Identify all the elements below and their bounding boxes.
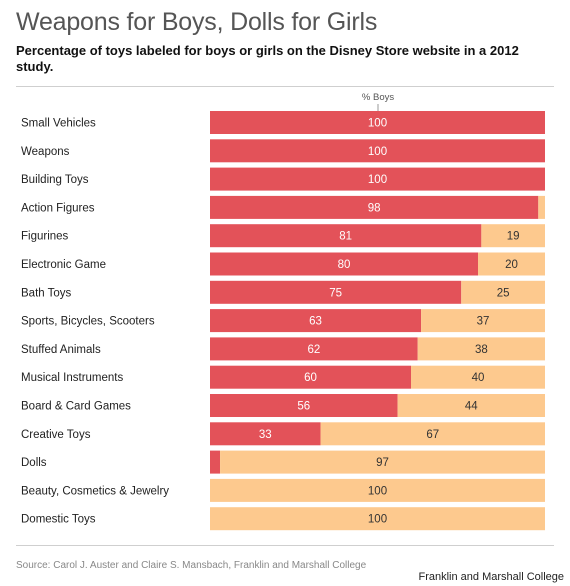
bar-boys — [210, 195, 539, 219]
bar-girls — [320, 422, 545, 446]
data-label-girls: 19 — [507, 231, 520, 243]
data-label-boys: 80 — [338, 259, 351, 271]
data-label-boys: 100 — [368, 146, 387, 158]
bar-boys — [210, 111, 545, 134]
category-label: Small Vehicles — [21, 118, 96, 130]
category-label: Sports, Bicycles, Scooters — [21, 316, 155, 328]
data-label-boys: 81 — [339, 231, 352, 243]
bar-boys — [210, 309, 422, 333]
data-label-girls: 100 — [368, 485, 387, 497]
bar-boys — [210, 252, 478, 276]
source-note: Source: Carol J. Auster and Claire S. Ma… — [16, 560, 367, 571]
data-label-boys: 100 — [368, 118, 387, 130]
data-label-girls: 37 — [477, 316, 490, 328]
data-label-girls: 20 — [505, 259, 518, 271]
category-label: Action Figures — [21, 202, 95, 214]
category-label: Weapons — [21, 146, 70, 158]
category-label: Stuffed Animals — [21, 344, 101, 356]
bar-girls — [481, 224, 545, 248]
category-label: Electronic Game — [21, 259, 106, 271]
category-label: Musical Instruments — [21, 372, 124, 384]
bar-girls — [411, 365, 545, 389]
data-label-boys: 62 — [307, 344, 320, 356]
bar-girls — [421, 309, 545, 333]
chart-subtitle: Percentage of toys labeled for boys or g… — [16, 43, 519, 74]
bar-girls — [210, 507, 545, 531]
category-label: Building Toys — [21, 174, 89, 186]
data-label-boys: 100 — [368, 174, 387, 186]
bar-boys — [210, 365, 411, 389]
data-label-boys: 98 — [368, 202, 381, 214]
data-label-girls: 100 — [368, 514, 387, 526]
bar-girls — [220, 450, 546, 474]
category-label: Dolls — [21, 457, 47, 469]
bar-boys — [210, 337, 418, 361]
bar-girls — [417, 337, 545, 361]
bar-boys — [210, 139, 545, 163]
data-label-girls: 67 — [426, 429, 439, 441]
category-label: Bath Toys — [21, 287, 72, 299]
footer-divider — [16, 545, 554, 546]
bar-boys — [210, 450, 221, 474]
data-label-boys: 63 — [309, 316, 322, 328]
data-label-girls: 38 — [475, 344, 488, 356]
bar-boys — [210, 394, 398, 417]
data-label-boys: 60 — [304, 372, 317, 384]
category-label: Beauty, Cosmetics & Jewelry — [21, 485, 169, 497]
bar-girls — [397, 394, 545, 417]
bar-boys — [210, 167, 545, 191]
category-label: Domestic Toys — [21, 514, 96, 526]
bar-boys — [210, 280, 462, 304]
category-label: Figurines — [21, 231, 69, 243]
data-label-girls: 40 — [472, 372, 485, 384]
bar-girls — [478, 252, 545, 276]
data-label-girls: 44 — [465, 401, 478, 413]
column-label: % Boys — [362, 92, 394, 103]
data-label-boys: 56 — [297, 401, 310, 413]
bar-girls — [210, 478, 545, 502]
bar-girls — [461, 280, 545, 304]
category-label: Board & Card Games — [21, 401, 131, 413]
bar-girls — [538, 195, 545, 219]
category-label: Creative Toys — [21, 429, 91, 441]
data-label-girls: 25 — [497, 287, 510, 299]
bar-boys — [210, 422, 321, 446]
header-divider — [16, 86, 554, 87]
data-label-boys: 33 — [259, 429, 272, 441]
data-label-boys: 75 — [329, 287, 342, 299]
chart-title: Weapons for Boys, Dolls for Girls — [16, 8, 378, 36]
bar-boys — [210, 224, 482, 248]
credit-label: Franklin and Marshall College — [418, 571, 564, 583]
stacked-bar-chart: % Boys Small Vehicles 100 Weapons 100 Buildi… — [21, 92, 546, 531]
data-label-girls: 97 — [376, 457, 389, 469]
